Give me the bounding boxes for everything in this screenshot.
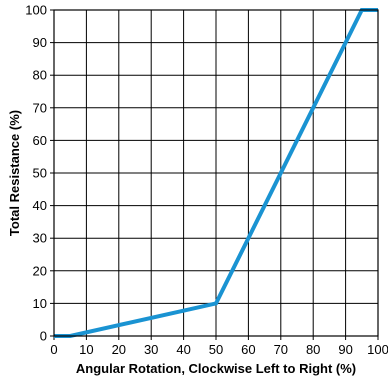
x-tick-label: 80 <box>306 342 320 357</box>
y-tick-label: 70 <box>33 100 47 115</box>
y-tick-label: 20 <box>33 263 47 278</box>
y-tick-label: 10 <box>33 296 47 311</box>
y-axis-label: Total Resistance (%) <box>7 110 22 236</box>
x-tick-label: 60 <box>241 342 255 357</box>
x-tick-label: 90 <box>338 342 352 357</box>
y-tick-label: 40 <box>33 198 47 213</box>
x-axis-label: Angular Rotation, Clockwise Left to Righ… <box>76 361 356 376</box>
plot-frame <box>53 9 379 337</box>
x-tick-label: 100 <box>367 342 388 357</box>
y-tick-label: 100 <box>25 3 47 18</box>
y-tick-labels: 0 10 20 30 40 50 60 70 80 90 100 <box>25 3 47 344</box>
x-tick-label: 70 <box>274 342 288 357</box>
x-tick-label: 0 <box>50 342 57 357</box>
y-tick-label: 30 <box>33 231 47 246</box>
y-tick-label: 60 <box>33 133 47 148</box>
y-tick-label: 50 <box>33 166 47 181</box>
x-tick-label: 50 <box>209 342 223 357</box>
x-tick-label: 30 <box>144 342 158 357</box>
y-tick-label: 0 <box>40 329 47 344</box>
y-tick-label: 90 <box>33 35 47 50</box>
x-tick-label: 10 <box>79 342 93 357</box>
x-tick-labels: 0 10 20 30 40 50 60 70 80 90 100 <box>50 342 388 357</box>
x-tick-label: 20 <box>112 342 126 357</box>
x-tick-label: 40 <box>176 342 190 357</box>
y-tick-label: 80 <box>33 68 47 83</box>
